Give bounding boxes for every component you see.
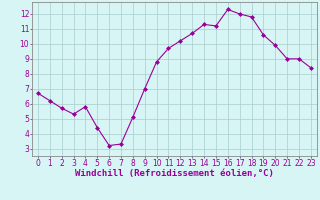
- X-axis label: Windchill (Refroidissement éolien,°C): Windchill (Refroidissement éolien,°C): [75, 169, 274, 178]
